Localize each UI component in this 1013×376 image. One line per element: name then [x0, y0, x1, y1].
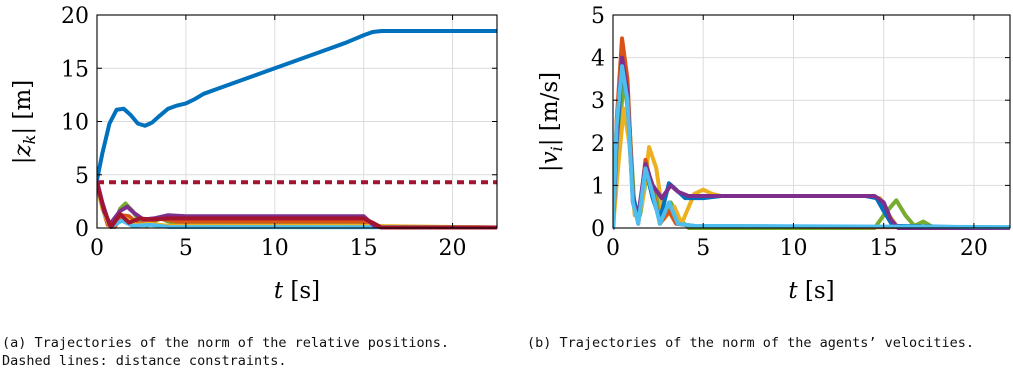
series-line-6	[613, 64, 1010, 230]
caption-b: (b) Trajectories of the norm of the agen…	[527, 335, 975, 351]
series-line-8	[97, 181, 497, 230]
caption-a: (a) Trajectories of the norm of the rela…	[2, 335, 450, 369]
x-tick-label: 20	[439, 236, 467, 261]
x-tick-label: 10	[261, 236, 289, 261]
y-axis-label: |vi| [m/s]	[537, 72, 566, 172]
series-line-3	[613, 36, 1010, 230]
series-line-1	[97, 28, 497, 183]
y-tick-label: 15	[61, 57, 89, 82]
y-tick-label: 0	[75, 217, 89, 242]
y-tick-label: 4	[591, 47, 605, 72]
chart-agent-velocities: 0 5 10 15 20 0 1 2 3 4 5 t [s] |vi| [m/s]	[537, 4, 1011, 304]
x-axis-label: t [s]	[788, 278, 834, 304]
x-tick-label: 15	[870, 236, 898, 261]
y-tick-label: 1	[591, 174, 605, 199]
y-tick-label: 5	[75, 164, 89, 189]
y-tick-label: 0	[591, 217, 605, 242]
x-tick-label: 5	[179, 236, 193, 261]
x-tick-label: 20	[960, 236, 988, 261]
x-tick-label: 15	[350, 236, 378, 261]
y-tick-label: 3	[591, 89, 605, 114]
y-tick-label: 2	[591, 132, 605, 157]
y-tick-label: 5	[591, 4, 605, 29]
x-axis-label: t [s]	[274, 278, 320, 304]
axes-box	[612, 14, 1011, 229]
x-tick-label: 10	[779, 236, 807, 261]
y-tick-label: 20	[61, 4, 89, 29]
x-tick-label: 5	[696, 236, 710, 261]
x-tick-label: 0	[90, 236, 104, 261]
y-tick-label: 10	[61, 111, 89, 136]
y-axis-label: |zk| [m]	[10, 80, 39, 164]
x-tick-label: 0	[606, 236, 620, 261]
series-line-1	[613, 76, 1010, 230]
chart-relative-positions: 0 5 10 15 20 0 5 10 15 20 t [s] |zk| [m]	[10, 4, 498, 304]
